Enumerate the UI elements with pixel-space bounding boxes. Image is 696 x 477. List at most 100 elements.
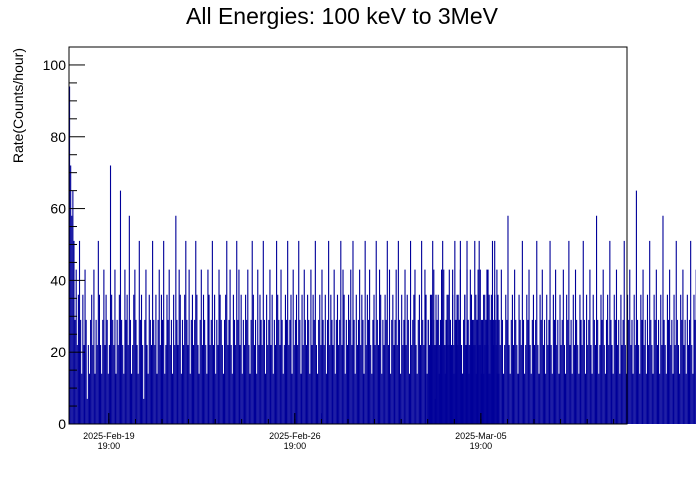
bar xyxy=(659,374,660,424)
bar xyxy=(511,320,512,424)
bar xyxy=(431,295,432,424)
bar xyxy=(323,320,324,424)
bar xyxy=(278,320,279,424)
bar xyxy=(102,320,103,424)
bar xyxy=(285,295,286,424)
bar xyxy=(192,295,193,424)
bar xyxy=(85,270,86,424)
bar xyxy=(337,295,338,424)
bar xyxy=(563,270,564,424)
bar xyxy=(567,320,568,424)
bar xyxy=(333,345,334,424)
bar xyxy=(288,345,289,424)
bar xyxy=(211,320,212,424)
x-tick-label-time: 19:00 xyxy=(284,441,307,451)
bar xyxy=(190,374,191,424)
bar xyxy=(393,345,394,424)
bar xyxy=(127,295,128,424)
bar xyxy=(651,345,652,424)
bar xyxy=(314,320,315,424)
bar xyxy=(242,374,243,424)
bar xyxy=(515,320,516,424)
bar xyxy=(657,345,658,424)
bar xyxy=(667,295,668,424)
bar xyxy=(153,320,154,424)
chart-title: All Energies: 100 keV to 3MeV xyxy=(186,3,499,29)
bar xyxy=(679,374,680,424)
bar xyxy=(666,374,667,424)
bar xyxy=(124,270,125,424)
bar xyxy=(488,270,489,424)
bar xyxy=(148,374,149,424)
bar xyxy=(257,270,258,424)
bar xyxy=(522,241,523,424)
bar xyxy=(225,295,226,424)
bar xyxy=(613,374,614,424)
bar xyxy=(624,241,625,424)
bar xyxy=(693,295,694,424)
bar xyxy=(181,374,182,424)
bar xyxy=(678,345,679,424)
bar xyxy=(104,345,105,424)
bar xyxy=(275,345,276,424)
bar xyxy=(170,345,171,424)
bar xyxy=(686,374,687,424)
bar xyxy=(119,295,120,424)
bar xyxy=(422,320,423,424)
bar xyxy=(525,345,526,424)
bar xyxy=(617,345,618,424)
bar xyxy=(449,345,450,424)
bar xyxy=(468,320,469,424)
bar xyxy=(253,295,254,424)
bar xyxy=(205,345,206,424)
bar xyxy=(325,295,326,424)
bar xyxy=(118,345,119,424)
bar xyxy=(377,320,378,424)
y-tick-label: 20 xyxy=(50,344,66,360)
bar xyxy=(360,345,361,424)
bar xyxy=(112,320,113,424)
bar xyxy=(586,295,587,424)
bar xyxy=(286,320,287,424)
bar xyxy=(349,320,350,424)
bar xyxy=(277,295,278,424)
bar xyxy=(293,270,294,424)
bar xyxy=(587,345,588,424)
bar xyxy=(389,270,390,424)
bar xyxy=(545,374,546,424)
bar xyxy=(648,345,649,424)
bar xyxy=(172,374,173,424)
bar xyxy=(103,270,104,424)
bar xyxy=(497,295,498,424)
bar xyxy=(160,345,161,424)
bar xyxy=(526,295,527,424)
bar xyxy=(186,320,187,424)
bar xyxy=(272,295,273,424)
bar xyxy=(454,320,455,424)
bar xyxy=(674,295,675,424)
bar xyxy=(489,374,490,424)
bar xyxy=(527,320,528,424)
bar xyxy=(398,241,399,424)
bar xyxy=(418,320,419,424)
bar xyxy=(296,295,297,424)
bar xyxy=(320,345,321,424)
bar xyxy=(366,345,367,424)
bar xyxy=(583,241,584,424)
bar xyxy=(113,345,114,424)
bar xyxy=(221,320,222,424)
bar xyxy=(459,320,460,424)
bar xyxy=(255,320,256,424)
bar xyxy=(289,320,290,424)
bar xyxy=(682,270,683,424)
bar xyxy=(218,270,219,424)
bar xyxy=(590,345,591,424)
bar xyxy=(464,295,465,424)
bar xyxy=(334,270,335,424)
y-tick-label: 40 xyxy=(50,272,66,288)
bar xyxy=(562,320,563,424)
bar xyxy=(236,241,237,424)
bar xyxy=(138,374,139,424)
bar xyxy=(228,320,229,424)
x-tick-label-date: 2025-Feb-26 xyxy=(269,431,321,441)
